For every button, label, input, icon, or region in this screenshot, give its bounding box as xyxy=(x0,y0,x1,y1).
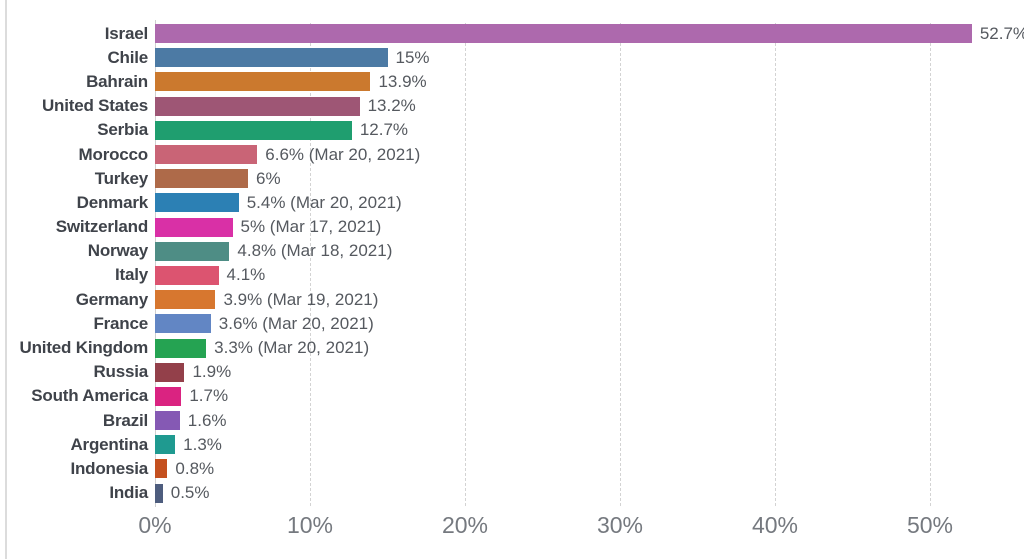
value-label: 13.2% xyxy=(367,96,416,116)
country-label: United Kingdom xyxy=(19,338,149,358)
value-label: 5% (Mar 17, 2021) xyxy=(240,217,382,237)
x-tick-label: 30% xyxy=(596,512,644,538)
bar-row: Chile 15% xyxy=(0,46,1024,70)
x-tick-label: 10% xyxy=(286,512,334,538)
value-label: 3.3% (Mar 20, 2021) xyxy=(214,338,370,358)
country-label: Germany xyxy=(75,289,149,309)
bar xyxy=(155,362,185,382)
bar xyxy=(155,217,233,237)
value-label: 15% xyxy=(395,47,430,67)
country-label: Serbia xyxy=(97,120,148,140)
bar-row: Serbia 12.7% xyxy=(0,118,1024,142)
bar xyxy=(155,169,248,189)
x-tick-label: 0% xyxy=(138,512,172,538)
bar-row: Switzerland 5% (Mar 17, 2021) xyxy=(0,215,1024,239)
bar xyxy=(155,459,168,479)
bar xyxy=(155,483,163,503)
bar xyxy=(155,338,207,358)
bar-row: Morocco 6.6% (Mar 20, 2021) xyxy=(0,142,1024,166)
country-label: Brazil xyxy=(102,410,148,430)
country-label: Italy xyxy=(114,265,148,285)
bar-row: France 3.6% (Mar 20, 2021) xyxy=(0,312,1024,336)
gridline xyxy=(310,23,311,506)
country-label: South America xyxy=(31,386,148,406)
bar xyxy=(155,72,371,92)
country-label: Norway xyxy=(87,241,148,261)
bar-row: Israel 52.7% xyxy=(0,22,1024,46)
gridline xyxy=(620,23,621,506)
bar-row: Norway 4.8% (Mar 18, 2021) xyxy=(0,239,1024,263)
bar-row: India 0.5% xyxy=(0,481,1024,505)
value-label: 4.8% (Mar 18, 2021) xyxy=(237,241,393,261)
value-label: 5.4% (Mar 20, 2021) xyxy=(246,192,402,212)
value-label: 1.6% xyxy=(187,410,227,430)
bar-row: United Kingdom 3.3% (Mar 20, 2021) xyxy=(0,336,1024,360)
bar-row: Indonesia 0.8% xyxy=(0,457,1024,481)
country-label: France xyxy=(93,313,148,333)
bar xyxy=(155,290,216,310)
page-left-border xyxy=(5,0,7,559)
x-tick-label: 40% xyxy=(751,512,799,538)
y-axis-line xyxy=(155,20,156,507)
value-label: 12.7% xyxy=(359,120,409,140)
country-label: India xyxy=(109,483,148,503)
bar xyxy=(155,265,219,285)
value-label: 3.6% (Mar 20, 2021) xyxy=(218,313,374,333)
bar xyxy=(155,241,230,261)
country-label: Bahrain xyxy=(86,71,148,91)
value-label: 6% xyxy=(256,168,281,188)
bar xyxy=(155,411,180,431)
bar xyxy=(155,120,352,140)
x-tick-label: 50% xyxy=(906,512,954,538)
value-label: 52.7% xyxy=(979,23,1024,43)
country-label: Indonesia xyxy=(70,458,148,478)
bar xyxy=(155,145,258,165)
bar-row: South America 1.7% xyxy=(0,384,1024,408)
value-label: 1.7% xyxy=(189,386,229,406)
bar xyxy=(155,435,176,455)
country-label: Turkey xyxy=(94,168,148,188)
value-label: 4.1% xyxy=(226,265,266,285)
gridline xyxy=(775,23,776,506)
value-label: 6.6% (Mar 20, 2021) xyxy=(265,144,421,164)
value-label: 13.9% xyxy=(378,71,427,91)
bar-row: United States 13.2% xyxy=(0,94,1024,118)
bar-row: Turkey 6% xyxy=(0,167,1024,191)
x-tick-label: 20% xyxy=(441,512,489,538)
bar xyxy=(155,48,388,68)
country-label: Russia xyxy=(93,362,148,382)
country-label: Chile xyxy=(107,47,148,67)
country-label: Argentina xyxy=(70,434,148,454)
bar-row: Russia 1.9% xyxy=(0,360,1024,384)
bar-row: Bahrain 13.9% xyxy=(0,70,1024,94)
bar-row: Brazil 1.6% xyxy=(0,409,1024,433)
bar-row: Germany 3.9% (Mar 19, 2021) xyxy=(0,288,1024,312)
country-label: Morocco xyxy=(78,144,149,164)
bar xyxy=(155,193,239,213)
country-label: United States xyxy=(41,96,148,116)
bar-row: Italy 4.1% xyxy=(0,263,1024,287)
country-label: Switzerland xyxy=(55,217,148,237)
value-label: 1.3% xyxy=(183,434,222,454)
value-label: 3.9% (Mar 19, 2021) xyxy=(223,289,379,309)
gridline xyxy=(465,23,466,506)
value-label: 0.8% xyxy=(175,458,215,478)
bar-row: Argentina 1.3% xyxy=(0,433,1024,457)
bar xyxy=(155,24,972,44)
value-label: 0.5% xyxy=(170,483,210,503)
country-label: Denmark xyxy=(76,192,149,212)
bar xyxy=(155,386,182,406)
country-label: Israel xyxy=(104,23,148,43)
bar xyxy=(155,96,360,116)
bar-row: Denmark 5.4% (Mar 20, 2021) xyxy=(0,191,1024,215)
gridline xyxy=(930,23,931,506)
bar-rows: Israel 52.7% Chile 15% Bahrain 13.9% United St… xyxy=(0,22,1024,506)
value-label: 1.9% xyxy=(192,362,232,382)
bar xyxy=(155,314,211,334)
